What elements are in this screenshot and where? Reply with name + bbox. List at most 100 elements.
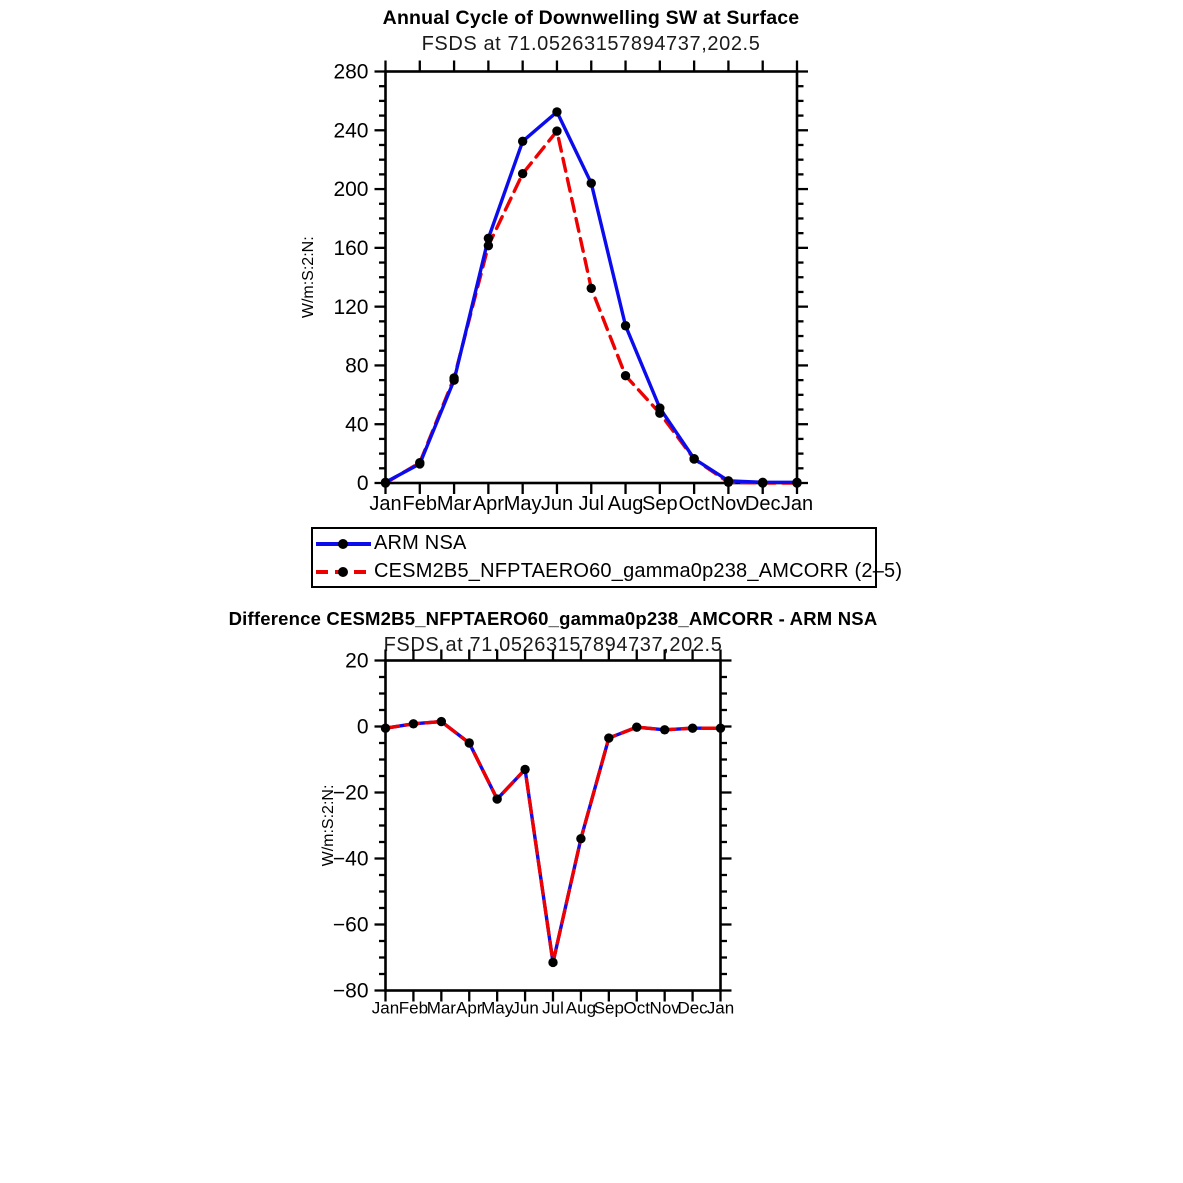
x-tick-label: Jan [369, 493, 401, 515]
legend-line-sample-dashed [316, 566, 371, 578]
x-tick-label: Nov [650, 999, 681, 1018]
x-tick-label: Oct [624, 999, 651, 1018]
series-lines [383, 110, 799, 485]
x-tick-label: Jun [511, 999, 538, 1018]
data-point-marker [576, 834, 586, 844]
data-point-marker [687, 723, 698, 733]
bottom-chart-subtitle: FSDS at 71.05263157894737,202.5 [383, 634, 723, 656]
data-point-marker [380, 478, 391, 488]
data-point-marker [723, 476, 734, 486]
data-point-marker [552, 107, 562, 117]
y-tick-label: 240 [333, 119, 368, 142]
data-point-marker [548, 957, 558, 968]
y-tick-label: 200 [333, 178, 368, 201]
data-point-marker [604, 733, 614, 743]
y-tick-label: −40 [333, 848, 369, 871]
data-point-marker [449, 373, 459, 383]
x-tick-label: Aug [566, 999, 596, 1018]
legend-entry-cesm: CESM2B5_NFPTAERO60_gamma0p238_AMCORR (2–… [316, 559, 902, 584]
x-tick-label: Feb [403, 493, 437, 515]
y-axis-label: W/m:S:2:N: [300, 236, 317, 318]
legend-line-sample-solid [316, 538, 371, 550]
data-point-marker [483, 240, 494, 251]
series-line [383, 719, 723, 965]
data-point-marker [723, 477, 734, 487]
x-tick-label: Feb [399, 999, 428, 1018]
x-tick-label: Jan [707, 999, 734, 1018]
marker-dot-icon [338, 538, 348, 549]
x-tick-label: Apr [473, 493, 504, 515]
data-point-marker [436, 716, 447, 727]
series-line [383, 129, 799, 485]
data-point-marker [415, 459, 425, 469]
series-line [383, 110, 799, 484]
y-tick-label: 0 [357, 716, 369, 739]
x-tick-label: Dec [677, 999, 708, 1018]
x-tick-label: Mar [427, 999, 457, 1018]
data-point-marker [483, 233, 494, 244]
x-tick-label: Dec [745, 493, 781, 515]
data-point-marker [655, 403, 665, 413]
y-tick-label: 280 [333, 61, 368, 84]
data-point-marker [552, 126, 562, 136]
x-tick-label: Sep [594, 999, 624, 1018]
data-point-marker [517, 136, 528, 147]
x-tick-label: May [504, 493, 542, 515]
y-tick-label: −80 [333, 980, 369, 1003]
data-point-marker [620, 371, 631, 381]
series-lines [383, 719, 723, 965]
x-tick-label: Jun [541, 493, 573, 515]
series-line [383, 719, 723, 965]
data-point-marker [792, 477, 802, 487]
data-point-marker [758, 477, 768, 487]
x-tick-label: Jan [372, 999, 399, 1018]
legend-entry-arm-nsa: ARM NSA [316, 531, 875, 556]
x-tick-label: May [481, 999, 514, 1018]
y-tick-label: −20 [333, 782, 369, 805]
data-point-marker [620, 321, 631, 331]
data-point-marker [380, 477, 391, 487]
data-point-marker [655, 408, 665, 418]
axes [374, 60, 808, 494]
series-markers [380, 716, 726, 968]
data-point-marker [689, 454, 699, 464]
data-point-marker [586, 283, 596, 293]
x-tick-label: Oct [679, 493, 711, 515]
series-markers [380, 107, 802, 488]
y-tick-label: 120 [333, 296, 368, 319]
legend-box: ARM NSA CESM2B5_NFPTAERO60_gamma0p238_AM… [311, 527, 902, 588]
data-point-marker [408, 719, 419, 729]
y-tick-label: 80 [345, 355, 368, 378]
x-tick-label: Apr [456, 999, 483, 1018]
data-point-marker [586, 178, 596, 188]
data-point-marker [415, 458, 425, 468]
axes [374, 649, 732, 1002]
bottom-chart-title: Difference CESM2B5_NFPTAERO60_gamma0p238… [228, 608, 878, 629]
data-point-marker [380, 723, 391, 733]
top-chart-title: Annual Cycle of Downwelling SW at Surfac… [382, 7, 800, 29]
x-tick-label: Mar [437, 493, 472, 515]
data-point-marker [520, 764, 530, 775]
data-point-marker [517, 168, 528, 179]
y-tick-label: −60 [333, 914, 369, 937]
y-tick-label: 160 [333, 237, 368, 260]
top-chart-subtitle: FSDS at 71.05263157894737,202.5 [421, 33, 761, 55]
data-point-marker [632, 722, 642, 732]
data-point-marker [492, 794, 502, 804]
data-point-marker [792, 478, 802, 488]
data-point-marker [689, 454, 699, 464]
x-tick-label: Jul [578, 493, 604, 515]
y-tick-label: 0 [357, 472, 369, 495]
x-tick-label: Nov [711, 493, 747, 515]
data-point-marker [449, 375, 459, 385]
legend-label-arm-nsa: ARM NSA [374, 532, 467, 554]
data-point-marker [464, 738, 474, 748]
data-point-marker [659, 725, 670, 735]
legend-label-cesm: CESM2B5_NFPTAERO60_gamma0p238_AMCORR (2–… [374, 560, 903, 582]
x-tick-label: Jul [542, 999, 564, 1018]
x-tick-label: Sep [642, 493, 678, 515]
